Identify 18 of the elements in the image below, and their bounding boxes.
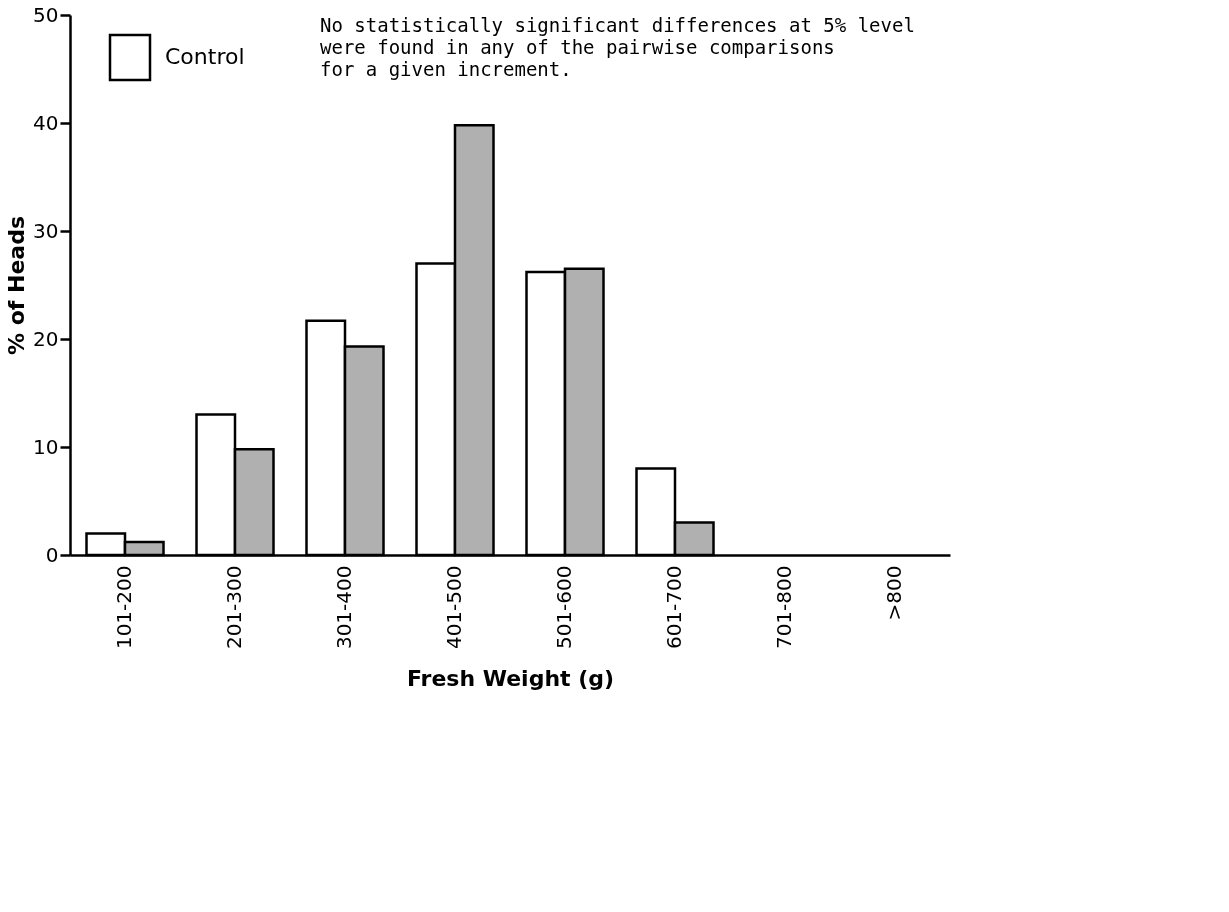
y-tick-label: 40 <box>33 110 59 135</box>
x-tick-label: 301-400 <box>332 565 356 650</box>
annotation: No statistically significant differences at 5% level were found in any of the pairwise comparisons for a given increment. <box>320 14 915 80</box>
y-axis-title: % of Heads <box>4 215 30 356</box>
y-tick-label: 50 <box>33 2 59 27</box>
x-tick-label: 101-200 <box>112 565 136 650</box>
x-tick-label: >800 <box>882 565 906 621</box>
x-axis-title: Fresh Weight (g) <box>406 666 615 692</box>
y-tick-label: 30 <box>33 218 59 243</box>
legend-label: Control <box>165 44 245 69</box>
x-tick-label: 401-500 <box>442 565 466 650</box>
x-tick-label: 201-300 <box>222 565 246 650</box>
x-tick-label: 701-800 <box>772 565 796 650</box>
y-tick-label: 10 <box>33 434 59 459</box>
x-tick-label: 501-600 <box>552 565 576 650</box>
x-tick-label: 601-700 <box>662 565 686 650</box>
y-tick-label: 0 <box>45 542 59 567</box>
y-tick-label: 20 <box>33 326 59 351</box>
